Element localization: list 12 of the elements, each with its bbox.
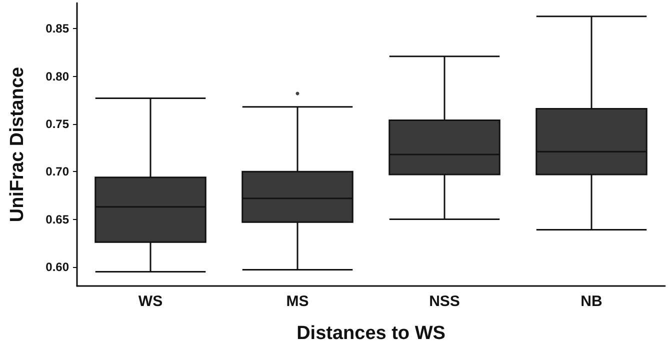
x-axis-title: Distances to WS: [296, 323, 446, 344]
y-tick-label: 0.70: [46, 164, 70, 179]
x-tick-label: MS: [286, 293, 309, 310]
y-tick-label: 0.60: [46, 260, 70, 274]
y-tick-label: 0.65: [46, 212, 70, 226]
x-tick-label: NSS: [429, 293, 460, 310]
y-tick-label: 0.85: [46, 22, 70, 36]
y-axis-title: UniFrac Distance: [7, 66, 28, 222]
x-tick-label: NB: [580, 293, 602, 310]
x-tick-label: WS: [138, 293, 163, 310]
y-tick-label: 0.75: [46, 117, 70, 132]
y-tick-label: 0.80: [46, 69, 70, 84]
